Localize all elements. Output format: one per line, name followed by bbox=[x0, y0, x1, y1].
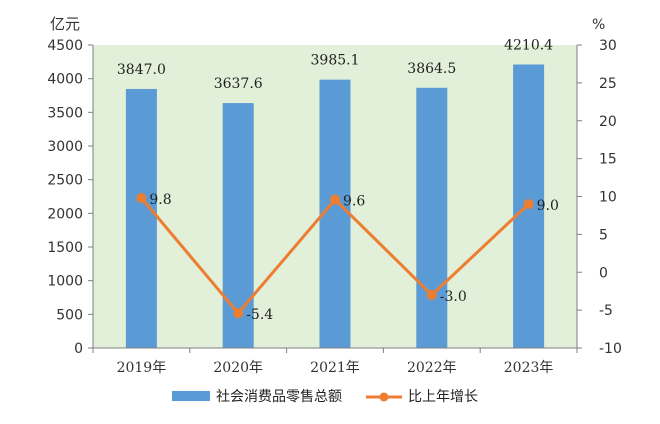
bar-data-label: 3847.0 bbox=[117, 62, 166, 78]
right-axis-unit: % bbox=[592, 17, 605, 33]
legend-bar-swatch bbox=[172, 391, 210, 401]
left-tick-label: 0 bbox=[74, 341, 83, 357]
right-tick-label: 25 bbox=[599, 76, 617, 92]
line-layer bbox=[136, 193, 534, 319]
left-tick-label: 3500 bbox=[47, 105, 83, 121]
left-tick-label: 1000 bbox=[47, 274, 83, 290]
left-tick-label: 3000 bbox=[47, 139, 83, 155]
x-tick-label: 2022年 bbox=[407, 360, 457, 376]
line-data-label: -5.4 bbox=[246, 307, 273, 323]
growth-point bbox=[523, 199, 534, 210]
bar bbox=[416, 87, 448, 348]
bar bbox=[222, 103, 254, 348]
x-tick-label: 2023年 bbox=[504, 360, 554, 376]
bar-data-label: 3985.1 bbox=[311, 53, 360, 69]
growth-point bbox=[330, 194, 340, 205]
bar-data-label: 3637.6 bbox=[214, 76, 263, 92]
legend-line-marker bbox=[379, 392, 389, 402]
right-tick-label: 30 bbox=[599, 38, 617, 54]
right-tick-label: -5 bbox=[599, 303, 613, 319]
labels-layer: 3847.0 3637.6 3985.1 3864.5 4210.4 9.8 -5.4 9.6… bbox=[117, 37, 559, 323]
legend-bar-label: 社会消费品零售总额 bbox=[216, 389, 342, 405]
right-tick-label: 5 bbox=[599, 227, 608, 243]
left-tick-label: 4000 bbox=[47, 72, 83, 88]
right-tick-label: 10 bbox=[599, 190, 617, 206]
right-tick-label: 15 bbox=[599, 152, 617, 168]
growth-point bbox=[426, 289, 437, 300]
x-tick-label: 2019年 bbox=[117, 360, 167, 376]
legend: 社会消费品零售总额 比上年增长 bbox=[172, 389, 478, 405]
right-tick-label: 0 bbox=[599, 265, 608, 281]
left-tick-label: 2500 bbox=[47, 173, 83, 189]
bar bbox=[125, 88, 157, 349]
left-tick-label: 4500 bbox=[47, 38, 83, 54]
line-data-label: 9.6 bbox=[343, 194, 365, 210]
left-tick-label: 2000 bbox=[47, 206, 83, 222]
axes-layer: 0 500 1000 1500 2000 2500 3000 3500 4000 4500 -10 -… bbox=[47, 38, 622, 376]
growth-point bbox=[233, 308, 244, 319]
line-data-label: 9.8 bbox=[149, 192, 171, 208]
growth-point bbox=[136, 193, 147, 204]
bar-data-label: 3864.5 bbox=[407, 61, 456, 77]
legend-line-label: 比上年增长 bbox=[408, 389, 478, 405]
bar-data-label: 4210.4 bbox=[504, 37, 553, 53]
x-tick-label: 2021年 bbox=[310, 360, 360, 376]
line-data-label: 9.0 bbox=[537, 198, 559, 214]
x-tick-label: 2020年 bbox=[213, 360, 263, 376]
right-tick-label: -10 bbox=[599, 341, 622, 357]
left-tick-label: 1500 bbox=[47, 240, 83, 256]
left-tick-label: 500 bbox=[56, 307, 83, 323]
right-tick-label: 20 bbox=[599, 114, 617, 130]
left-axis-unit: 亿元 bbox=[50, 15, 80, 33]
line-data-label: -3.0 bbox=[440, 289, 467, 305]
